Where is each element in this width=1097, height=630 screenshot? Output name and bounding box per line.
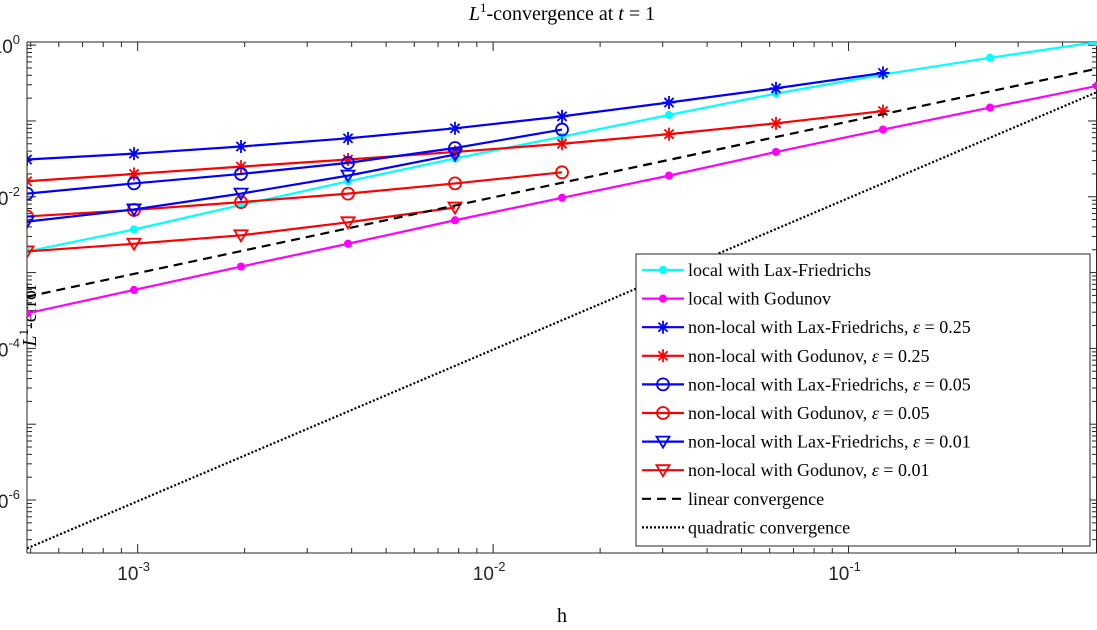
legend-label: non-local with Godunov, ε = 0.01 bbox=[688, 460, 930, 480]
legend-label: non-local with Godunov, ε = 0.05 bbox=[688, 403, 930, 423]
legend-marker bbox=[658, 265, 668, 275]
series-line bbox=[27, 67, 1097, 298]
data-point bbox=[339, 169, 357, 184]
data-point bbox=[448, 176, 462, 191]
data-point bbox=[234, 167, 248, 181]
legend-marker bbox=[658, 294, 668, 303]
data-point bbox=[985, 103, 995, 112]
legend-label: non-local with Lax-Friedrichs, ε = 0.01 bbox=[688, 432, 971, 452]
data-point bbox=[129, 225, 139, 234]
series-line bbox=[27, 91, 1097, 550]
data-point bbox=[234, 195, 248, 210]
legend-label: non-local with Lax-Friedrichs, ε = 0.25 bbox=[688, 317, 971, 337]
data-point bbox=[448, 141, 462, 155]
series-1 bbox=[27, 81, 1097, 318]
data-point bbox=[446, 148, 464, 163]
data-point bbox=[341, 186, 355, 201]
data-point bbox=[557, 193, 567, 202]
series-3 bbox=[27, 104, 890, 188]
chart-title: L1-convergence at t = 1 bbox=[468, 0, 655, 25]
data-point bbox=[985, 53, 995, 62]
data-point bbox=[876, 66, 890, 80]
data-point bbox=[234, 140, 248, 154]
series-6 bbox=[27, 148, 464, 230]
series-line bbox=[27, 128, 563, 195]
data-point bbox=[339, 216, 357, 231]
data-point bbox=[448, 145, 462, 159]
data-point bbox=[127, 176, 141, 191]
series-line bbox=[27, 206, 456, 253]
data-point bbox=[236, 262, 246, 271]
data-point bbox=[555, 137, 569, 151]
legend-marker bbox=[654, 435, 672, 450]
x-tick-label: 10-1 bbox=[828, 559, 861, 585]
data-point bbox=[450, 216, 460, 225]
data-point bbox=[27, 186, 34, 201]
series-2 bbox=[27, 66, 890, 167]
legend-marker bbox=[656, 349, 670, 363]
data-point bbox=[232, 229, 250, 244]
legend-label: local with Lax-Friedrichs bbox=[688, 260, 871, 280]
y-tick-label: 100 bbox=[0, 32, 20, 58]
data-point bbox=[555, 122, 569, 137]
data-point bbox=[664, 110, 674, 120]
data-point bbox=[662, 127, 676, 141]
data-point bbox=[127, 147, 141, 161]
legend: local with Lax-Friedrichs local with Godu… bbox=[635, 253, 1091, 547]
data-point bbox=[1092, 81, 1097, 90]
legend-label: linear convergence bbox=[688, 489, 824, 509]
series-9 bbox=[27, 91, 1097, 550]
data-point bbox=[448, 121, 462, 135]
series-4 bbox=[27, 122, 569, 201]
x-axis-label: h bbox=[557, 605, 567, 627]
legend-marker bbox=[656, 320, 670, 334]
legend-marker bbox=[656, 406, 670, 420]
y-tick-label: 10-2 bbox=[0, 184, 20, 210]
data-point bbox=[341, 153, 355, 167]
data-point bbox=[771, 147, 781, 157]
legend-label: non-local with Lax-Friedrichs, ε = 0.05 bbox=[688, 374, 971, 394]
data-point bbox=[27, 215, 36, 230]
data-point bbox=[769, 116, 783, 130]
data-point bbox=[232, 187, 250, 202]
data-point bbox=[129, 285, 139, 295]
data-point bbox=[1092, 42, 1097, 47]
legend-label: local with Godunov bbox=[688, 289, 831, 309]
series-line bbox=[27, 153, 456, 223]
plot-area: 10-3 10-2 10-1 10-6 10-4 10-2 100 local with La… bbox=[0, 32, 1097, 585]
data-point bbox=[341, 131, 355, 145]
data-point bbox=[662, 96, 676, 110]
data-point bbox=[341, 155, 355, 170]
y-tick-label: 10-6 bbox=[0, 487, 20, 513]
legend-marker bbox=[654, 464, 672, 478]
data-point bbox=[664, 171, 674, 180]
legend-label: non-local with Godunov, ε = 0.25 bbox=[688, 346, 930, 366]
legend-marker bbox=[656, 377, 670, 392]
legend-label: quadratic convergence bbox=[688, 517, 850, 537]
legend-box bbox=[635, 253, 1091, 547]
x-tick-label: 10-3 bbox=[117, 559, 150, 585]
data-point bbox=[343, 239, 353, 248]
data-point bbox=[125, 237, 143, 252]
data-point bbox=[27, 153, 34, 167]
data-point bbox=[27, 245, 36, 260]
data-point bbox=[27, 309, 32, 318]
data-point bbox=[27, 174, 34, 188]
data-point bbox=[446, 201, 464, 216]
data-point bbox=[878, 125, 888, 134]
data-point bbox=[555, 165, 569, 180]
series-7 bbox=[27, 201, 464, 260]
x-tick-label: 10-2 bbox=[473, 559, 506, 585]
data-point bbox=[234, 160, 248, 174]
series-8 bbox=[27, 67, 1097, 298]
data-point bbox=[555, 109, 569, 123]
data-point bbox=[876, 104, 890, 118]
y-tick-label: 10-4 bbox=[0, 335, 20, 361]
data-point bbox=[125, 203, 143, 218]
series-line bbox=[27, 171, 563, 218]
data-point bbox=[127, 167, 141, 181]
data-point bbox=[769, 81, 783, 95]
